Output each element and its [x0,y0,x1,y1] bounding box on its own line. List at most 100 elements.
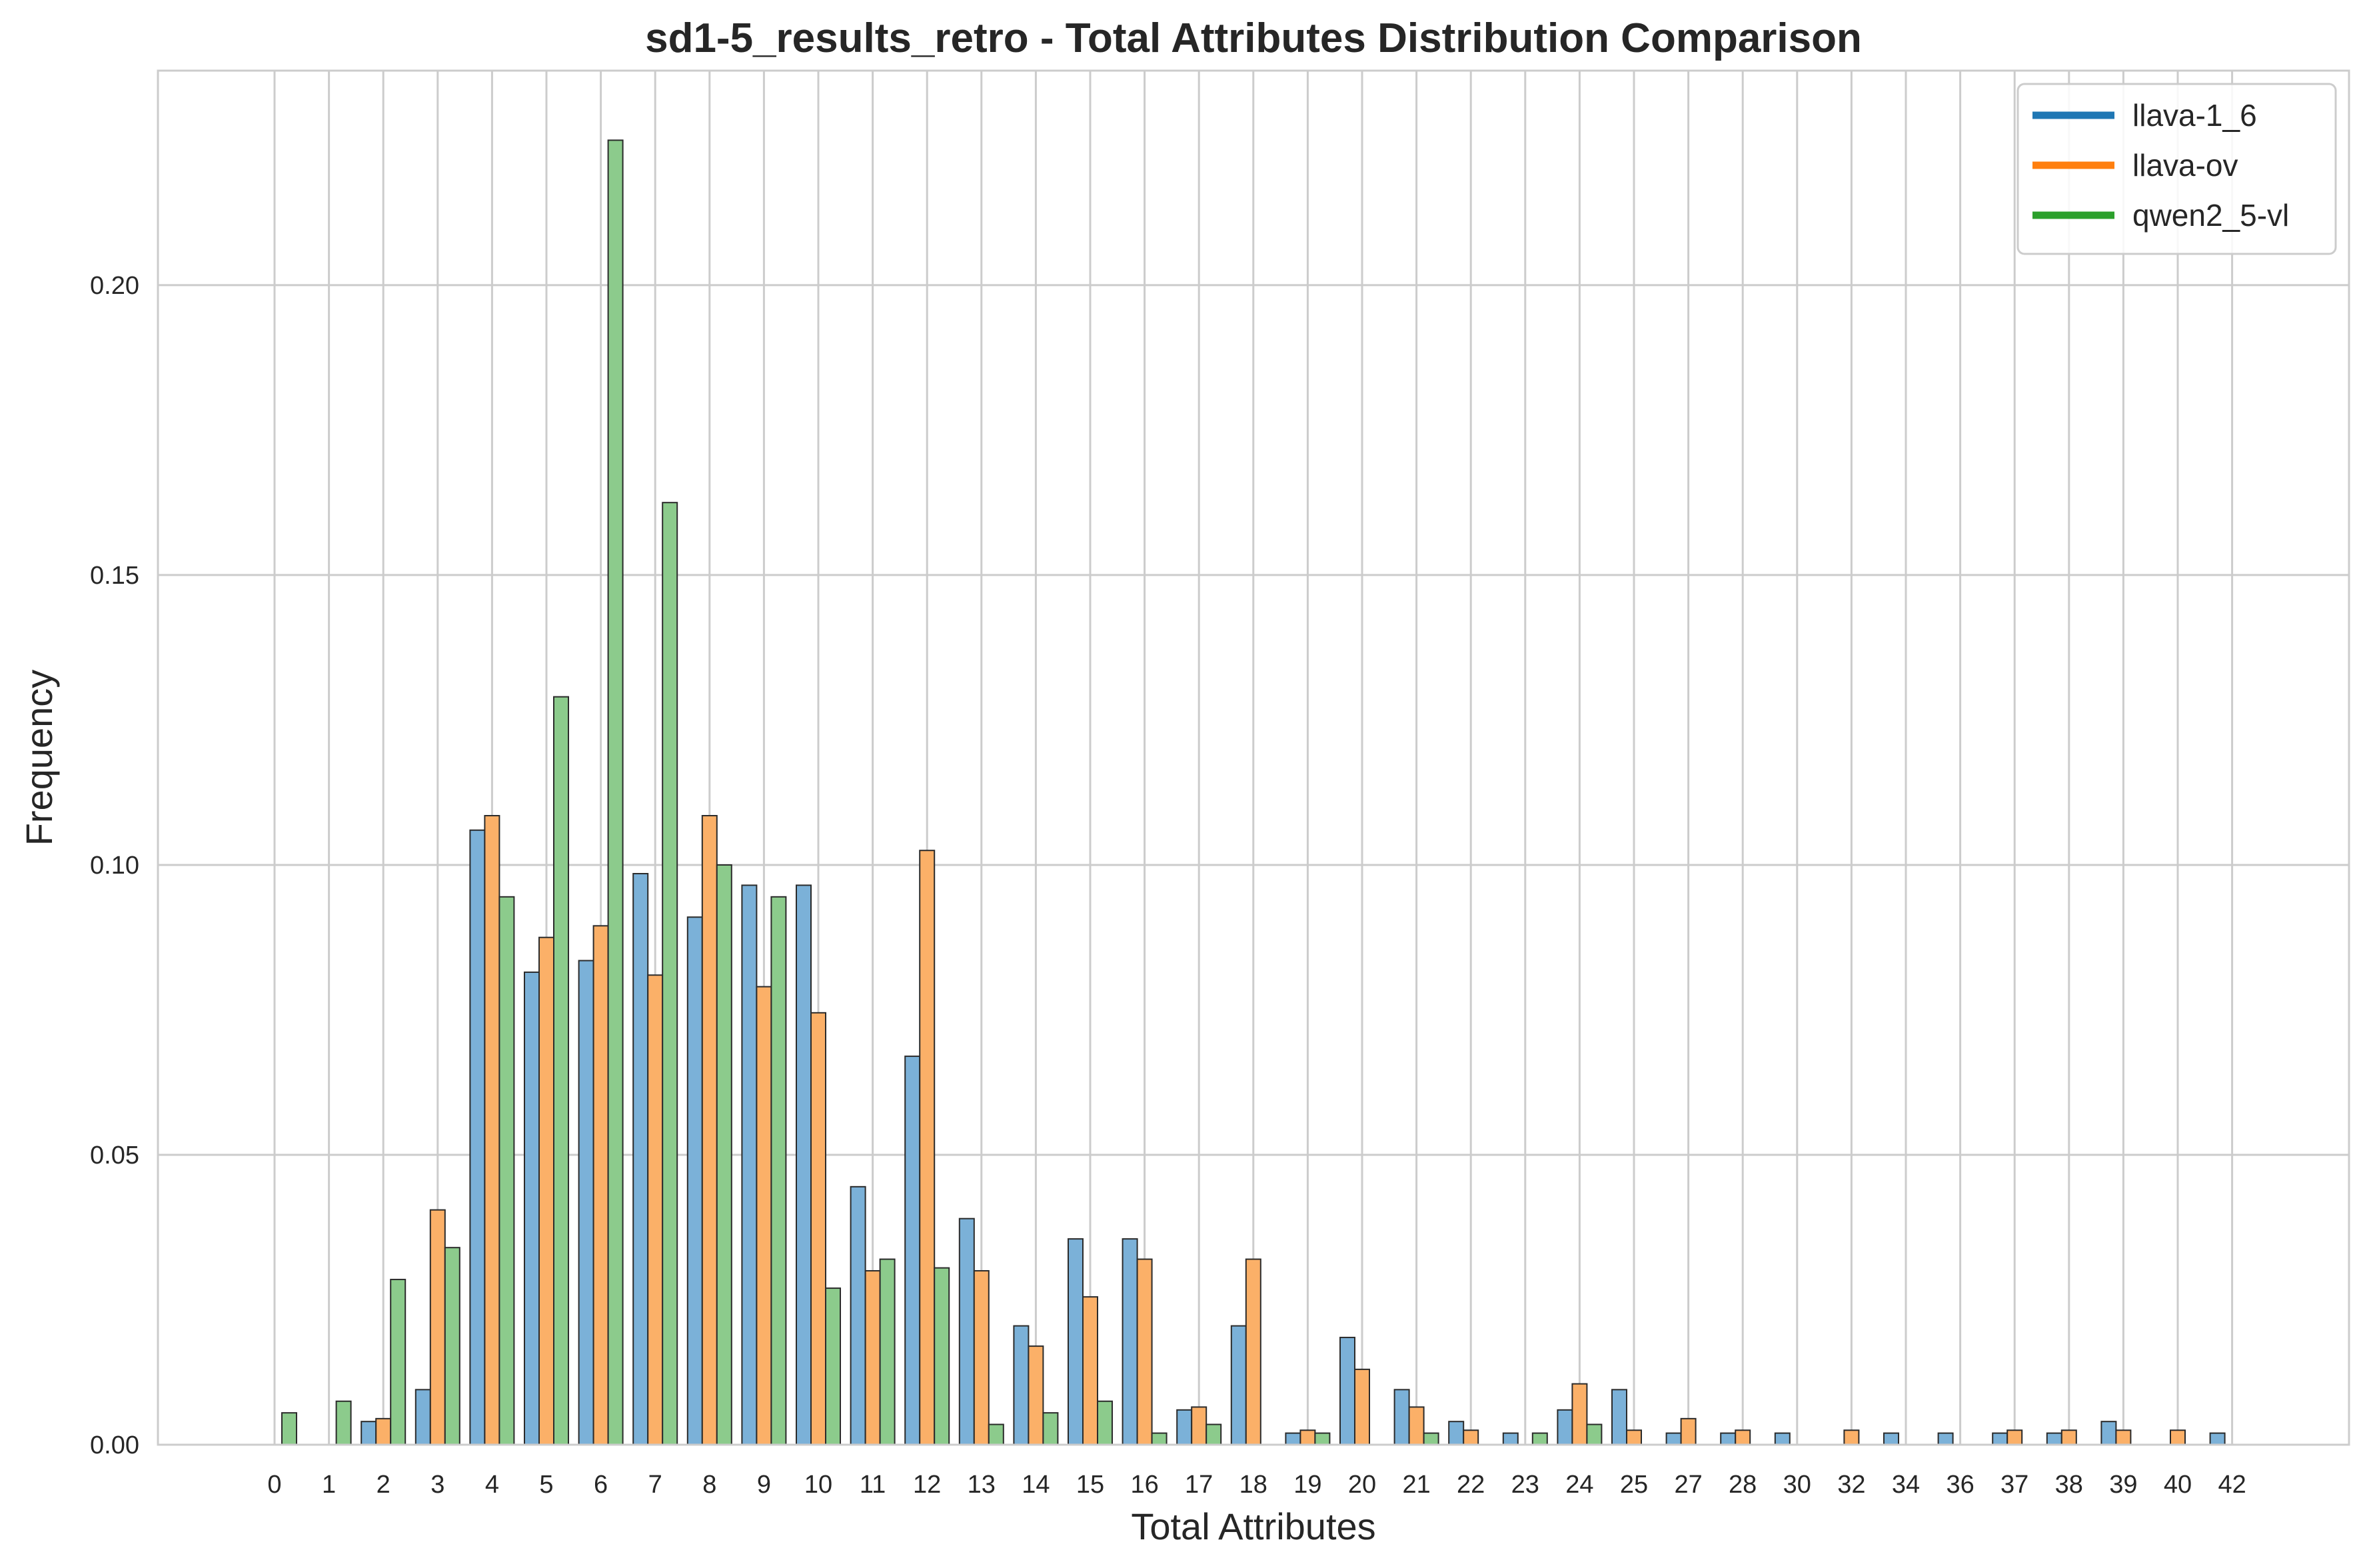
bar-llava-1_6 [1122,1238,1138,1445]
bar-llava-1_6 [904,1056,921,1446]
bar-llava-ov [429,1209,446,1446]
x-tick-label: 2 [377,1471,391,1499]
bar-llava-1_6 [1611,1389,1627,1445]
bar-llava-ov [1735,1429,1751,1446]
x-tick-label: 42 [2218,1471,2246,1499]
x-tick-label: 24 [1565,1471,1593,1499]
bar-llava-ov [756,986,772,1445]
x-tick-label: 39 [2109,1471,2137,1499]
x-tick-labels: 0 1 2 3 4 5 6 7 8 9 10 11 12 13 14 15 16 17 18 19 20 21 22 23 24… [267,1471,2246,1499]
bars [281,139,2226,1446]
bar-qwen2_5-vl [1531,1432,1548,1445]
bar-llava-ov [647,974,664,1446]
x-tick-label: 15 [1076,1471,1104,1499]
bar-llava-ov [375,1417,392,1446]
y-tick-label: 0.05 [90,1142,139,1170]
x-tick-label: 28 [1729,1471,1757,1499]
bar-llava-ov [484,815,500,1446]
bar-llava-ov [919,850,936,1446]
bar-llava-ov [1136,1258,1153,1446]
x-tick-label: 21 [1402,1471,1430,1499]
bar-llava-1_6 [1285,1432,1301,1445]
x-tick-label: 17 [1185,1471,1213,1499]
bar-llava-1_6 [1230,1325,1247,1445]
x-tick-label: 40 [2164,1471,2192,1499]
y-tick-label: 0.10 [90,852,139,880]
x-tick-label: 1 [322,1471,336,1499]
x-tick-label: 30 [1783,1471,1811,1499]
x-tick-label: 6 [594,1471,608,1499]
bar-qwen2_5-vl [335,1400,352,1445]
bar-llava-ov [1408,1406,1425,1446]
bar-llava-ov [592,925,609,1445]
bar-qwen2_5-vl [444,1247,460,1445]
x-tick-label: 32 [1837,1471,1865,1499]
x-tick-label: 22 [1457,1471,1485,1499]
bar-qwen2_5-vl [1097,1400,1113,1445]
bar-llava-1_6 [1937,1432,1954,1445]
bar-llava-ov [973,1269,990,1445]
bar-llava-ov [1082,1296,1098,1446]
bar-llava-ov [864,1269,881,1445]
bar-llava-ov [2115,1429,2132,1446]
bar-llava-1_6 [632,873,649,1445]
bar-llava-ov [1354,1368,1370,1446]
bar-llava-1_6 [1013,1325,1030,1445]
bar-qwen2_5-vl [716,864,732,1445]
x-tick-label: 25 [1620,1471,1648,1499]
y-tick-label: 0.00 [90,1431,139,1459]
bar-llava-ov [1626,1429,1642,1446]
bar-llava-1_6 [361,1421,377,1445]
bar-llava-1_6 [469,829,486,1445]
bar-qwen2_5-vl [662,502,678,1446]
x-tick-label: 23 [1511,1471,1539,1499]
x-tick-label: 18 [1239,1471,1267,1499]
bar-llava-1_6 [524,971,540,1446]
x-tick-label: 11 [860,1471,886,1499]
bar-llava-1_6 [578,960,594,1445]
bar-llava-1_6 [1557,1409,1573,1445]
x-tick-label: 20 [1348,1471,1376,1499]
bar-llava-1_6 [1720,1432,1737,1445]
bar-llava-1_6 [1068,1238,1084,1445]
legend-entries: llava-1_6 llava-ov qwen2_5-vl [2032,98,2289,233]
x-tick-label: 3 [430,1471,444,1499]
bar-llava-ov [1843,1429,1860,1446]
bar-llava-1_6 [1393,1389,1410,1445]
bar-qwen2_5-vl [988,1423,1004,1446]
x-tick-label: 7 [648,1471,662,1499]
legend-label: llava-1_6 [2132,98,2257,133]
bar-llava-1_6 [1339,1337,1355,1446]
x-tick-label: 27 [1674,1471,1702,1499]
bar-llava-1_6 [414,1389,431,1445]
bar-qwen2_5-vl [934,1267,950,1445]
legend-frame [2016,83,2337,255]
bar-qwen2_5-vl [825,1287,841,1446]
bar-llava-1_6 [1176,1409,1193,1445]
bar-qwen2_5-vl [1586,1423,1603,1446]
bar-llava-ov [538,936,554,1446]
bar-llava-1_6 [2046,1432,2062,1445]
x-tick-label: 37 [2000,1471,2028,1499]
bar-llava-ov [1299,1429,1316,1446]
x-tick-label: 0 [267,1471,281,1499]
x-tick-label: 10 [804,1471,832,1499]
bar-qwen2_5-vl [1042,1412,1059,1446]
bar-llava-1_6 [1883,1432,1899,1445]
x-tick-label: 5 [539,1471,553,1499]
legend-label: llava-ov [2132,148,2238,183]
y-axis-label: Frequency [18,670,60,846]
bar-llava-1_6 [2209,1432,2226,1445]
bar-llava-ov [1028,1345,1044,1445]
bar-llava-ov [1680,1417,1697,1446]
bar-llava-1_6 [1665,1432,1682,1445]
bar-qwen2_5-vl [1423,1432,1439,1445]
bar-llava-1_6 [1992,1432,2008,1445]
bar-qwen2_5-vl [1151,1432,1168,1445]
bar-qwen2_5-vl [770,896,787,1446]
legend-label: qwen2_5-vl [2132,198,2289,233]
chart-title: sd1-5_results_retro - Total Attributes D… [645,15,1862,61]
bar-qwen2_5-vl [390,1279,406,1445]
